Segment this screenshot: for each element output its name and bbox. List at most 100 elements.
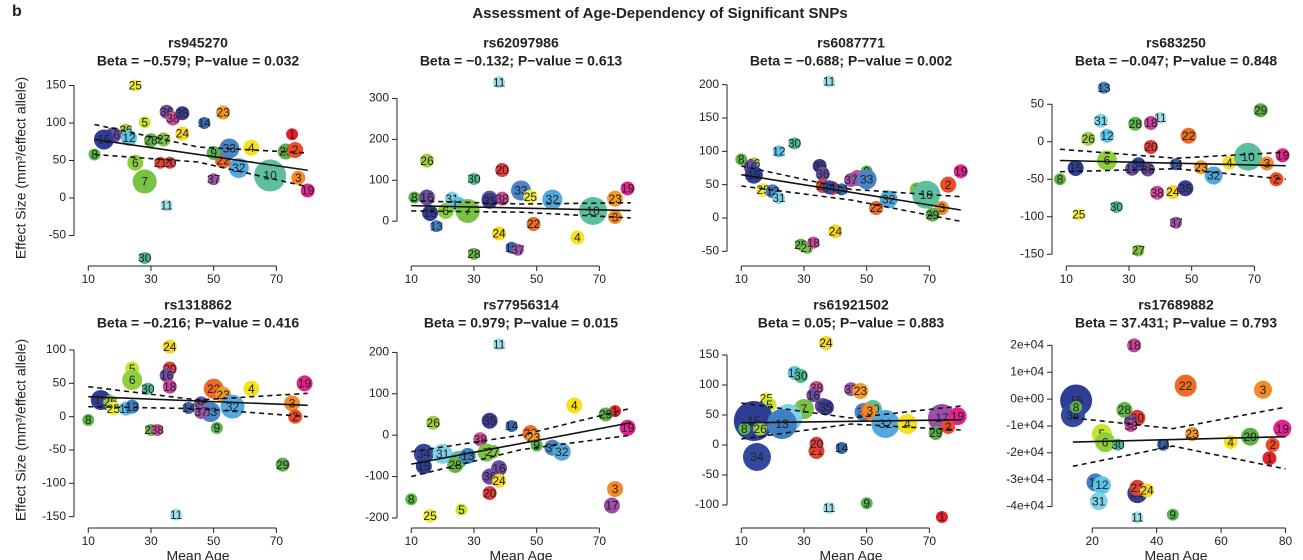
bubble [526, 217, 541, 232]
bubble-label: 3 [295, 171, 302, 185]
bubble [127, 154, 144, 171]
x-tick-label: 30 [797, 272, 811, 286]
bubble [405, 493, 418, 506]
y-tick-label: 200 [699, 77, 719, 91]
y-tick-label: -4e+04 [1006, 499, 1044, 513]
bubble [1097, 150, 1118, 171]
bubble-label: 35 [176, 106, 190, 120]
bubble-label: 8 [1073, 400, 1080, 414]
bubble-label: 34 [822, 181, 836, 195]
bubble-label: 31 [1094, 114, 1108, 128]
bubble [287, 142, 304, 158]
bubble-label: 3 [289, 397, 296, 411]
bubble [175, 106, 190, 121]
bubble-label: 7 [801, 402, 808, 416]
bubble [1262, 451, 1277, 466]
bubble-label: 22 [869, 201, 883, 215]
bubble-label: 13 [430, 219, 444, 233]
figure-title: Assessment of Age-Dependency of Signific… [472, 5, 847, 22]
bubble [823, 75, 836, 88]
bubble [1165, 185, 1180, 199]
y-tick-label: -3e+04 [1006, 472, 1044, 486]
x-tick-label: 30 [467, 534, 481, 548]
bubble [753, 421, 768, 436]
bubble-label: 2 [292, 410, 299, 424]
bubble [823, 502, 836, 514]
bubble [1254, 380, 1272, 399]
bubble-label: 26 [753, 422, 767, 436]
bubble [953, 164, 968, 179]
bubble-label: 4 [571, 399, 578, 413]
bubble-label: 8 [408, 492, 415, 506]
y-tick-label: 0 [59, 190, 66, 204]
bubble [300, 183, 315, 198]
bubble-label: 2 [1273, 172, 1280, 186]
x-tick-label: 10 [1060, 272, 1074, 286]
bubble [1166, 508, 1179, 521]
bubble-label: 22 [1182, 129, 1196, 143]
y-tick-label: 0 [382, 427, 389, 441]
y-tick-label: -100 [1020, 209, 1044, 223]
bubble-label: 25 [524, 190, 538, 204]
bubble [481, 412, 498, 429]
bubble [1110, 201, 1123, 213]
bubble [1177, 180, 1194, 197]
bubble-label: 17 [605, 499, 619, 513]
panel-subtitle: Beta = −0.579; P−value = 0.032 [97, 53, 300, 69]
bubble-label: 30 [141, 382, 155, 396]
y-tick-label: 150 [699, 347, 719, 361]
bubble [198, 117, 211, 129]
panel-title: rs1318862 [164, 297, 232, 313]
bubble-label: 11 [823, 501, 836, 515]
x-tick-label: 20 [1086, 534, 1100, 548]
bubble-label: 3 [612, 210, 619, 224]
bubble-label: 19 [298, 377, 312, 391]
bubble-label: 11 [823, 75, 836, 89]
bubble [467, 247, 480, 260]
bubble-label: 4 [904, 417, 911, 431]
bubble [422, 205, 439, 221]
bubble [793, 369, 808, 383]
bubble [426, 415, 441, 430]
bubble [818, 336, 833, 350]
x-tick-label: 10 [735, 534, 749, 548]
bubble [815, 167, 830, 181]
bubble [492, 226, 507, 241]
bubble [82, 414, 95, 426]
bubble-label: 12 [772, 145, 786, 159]
bubble [835, 442, 848, 454]
bubble [1157, 438, 1170, 451]
bubble-label: 24 [1140, 484, 1154, 498]
panel: rs6087771 Beta = −0.688; P−value = 0.002 -… [699, 35, 968, 286]
bubble [482, 486, 497, 501]
bubble-label: 37 [1169, 216, 1183, 230]
bubble-label: 38 [496, 192, 510, 206]
panel-title: rs6087771 [817, 35, 885, 51]
y-tick-label: 100 [369, 172, 389, 186]
bubble-label: 20 [810, 437, 824, 451]
x-tick-label: 10 [735, 272, 749, 286]
bubble-label: 35 [819, 400, 833, 414]
bubble-label: 35 [1179, 181, 1193, 195]
x-tick-label: 70 [593, 272, 607, 286]
x-tick-label: 70 [270, 534, 284, 548]
y-tick-label: 150 [46, 78, 66, 92]
bubble [243, 380, 260, 397]
x-tick-label: 30 [797, 534, 811, 548]
bubble-label: 9 [210, 146, 217, 160]
bubble [1132, 244, 1145, 257]
bubble-label: 8 [738, 153, 745, 167]
x-tick-label: 50 [530, 534, 544, 548]
panel-subtitle: Beta = 0.979; P−value = 0.015 [424, 315, 618, 331]
x-tick-label: 50 [860, 534, 874, 548]
bubble-label: 30 [794, 369, 808, 383]
x-tick-label: 70 [270, 272, 284, 286]
bubble [413, 443, 434, 464]
bubble-label: 3 [939, 201, 946, 215]
ci-lower [94, 153, 308, 188]
bubble-label: 8 [411, 191, 418, 205]
bubble-label: 4 [248, 382, 255, 396]
bubble [806, 388, 821, 403]
y-tick-label: 50 [1031, 96, 1045, 110]
bubble-label: 19 [621, 182, 635, 196]
